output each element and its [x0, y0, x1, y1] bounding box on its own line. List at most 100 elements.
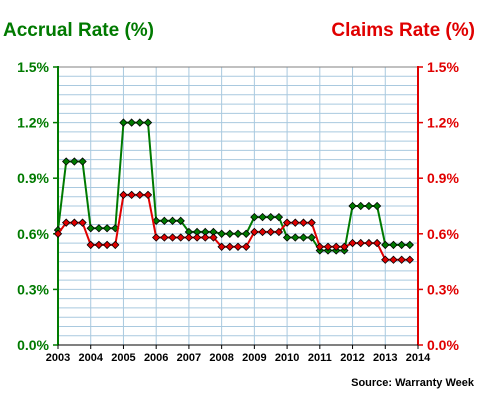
data-point: [111, 240, 120, 250]
left-tick-label: 0.6%: [17, 226, 49, 242]
data-point: [233, 229, 243, 238]
data-point: [397, 240, 406, 250]
data-point: [233, 242, 243, 251]
series-layer: [53, 118, 414, 264]
chart-axes: [53, 66, 423, 349]
data-point: [201, 233, 210, 242]
data-point: [135, 190, 144, 200]
data-point: [258, 212, 267, 222]
data-point: [86, 240, 95, 250]
data-point: [192, 233, 202, 242]
data-point: [364, 201, 374, 211]
data-point: [282, 233, 292, 242]
data-point: [250, 227, 259, 237]
data-point: [217, 229, 226, 238]
data-point: [176, 216, 185, 225]
data-point: [381, 240, 390, 250]
data-point: [94, 224, 104, 233]
data-point: [94, 240, 104, 250]
data-point: [176, 233, 185, 242]
data-point: [389, 240, 398, 250]
data-point: [225, 242, 234, 251]
right-tick-label: 0.6%: [427, 226, 459, 242]
data-point: [143, 118, 153, 127]
data-point: [258, 227, 267, 237]
right-axis-title: Claims Rate (%): [331, 20, 475, 41]
data-point: [102, 240, 112, 250]
data-point: [143, 190, 153, 200]
data-point: [266, 212, 275, 222]
data-point: [242, 242, 251, 251]
left-axis-title: Accrual Rate (%): [3, 20, 154, 41]
data-point: [274, 212, 284, 222]
x-tick-label: 2006: [144, 352, 168, 364]
data-point: [397, 255, 406, 264]
data-point: [405, 240, 414, 250]
source-note: Source: Warranty Week: [351, 377, 475, 389]
data-point: [152, 233, 161, 242]
data-point: [53, 229, 63, 238]
data-point: [348, 201, 357, 211]
data-point: [307, 218, 316, 227]
series-claims: [53, 190, 414, 264]
data-point: [348, 238, 357, 248]
data-point: [282, 218, 292, 227]
x-tick-label: 2012: [340, 352, 364, 364]
data-point: [323, 242, 333, 251]
x-tick-label: 2014: [406, 352, 431, 364]
data-point: [372, 238, 382, 248]
data-point: [274, 227, 284, 237]
data-point: [78, 218, 87, 227]
data-point: [299, 233, 308, 242]
data-point: [119, 190, 128, 200]
data-point: [62, 157, 71, 166]
x-tick-label: 2009: [242, 352, 266, 364]
data-point: [86, 224, 95, 233]
data-point: [266, 227, 275, 237]
data-point: [184, 233, 194, 242]
data-point: [299, 218, 308, 227]
data-point: [70, 218, 79, 227]
left-tick-label: 1.2%: [17, 115, 49, 131]
left-tick-label: 1.5%: [17, 59, 49, 75]
x-tick-label: 2003: [46, 352, 70, 364]
data-point: [160, 233, 169, 242]
data-point: [127, 118, 136, 127]
right-tick-label: 1.2%: [427, 115, 459, 131]
x-tick-label: 2011: [308, 352, 332, 364]
data-point: [152, 216, 161, 225]
data-point: [135, 118, 144, 127]
x-tick-label: 2008: [209, 352, 233, 364]
series-accrual: [53, 118, 414, 255]
data-point: [356, 238, 365, 248]
data-point: [127, 190, 136, 200]
data-point: [102, 224, 112, 233]
data-point: [389, 255, 398, 264]
left-tick-label: 0.3%: [17, 281, 49, 297]
data-point: [209, 233, 218, 242]
data-point: [332, 242, 341, 251]
left-tick-label: 0.9%: [17, 170, 49, 186]
tick-labels: 0.0% 0.0% 0.3% 0.3% 0.6% 0.6% 0.9% 0.9% 1.2% 1.2%…: [17, 59, 459, 364]
right-tick-label: 0.0%: [427, 337, 459, 353]
data-point: [356, 201, 365, 211]
x-tick-label: 2004: [78, 352, 103, 364]
x-tick-label: 2007: [177, 352, 201, 364]
data-point: [405, 255, 414, 264]
data-point: [340, 242, 349, 251]
data-point: [168, 233, 177, 242]
data-point: [291, 218, 300, 227]
data-point: [250, 212, 259, 222]
data-point: [372, 201, 382, 211]
data-point: [242, 229, 251, 238]
data-point: [70, 157, 79, 166]
data-point: [168, 216, 177, 225]
data-point: [225, 229, 234, 238]
right-tick-label: 0.9%: [427, 170, 459, 186]
data-point: [315, 242, 324, 251]
x-tick-label: 2010: [275, 352, 299, 364]
data-point: [78, 157, 87, 166]
data-point: [291, 233, 300, 242]
data-point: [160, 216, 169, 225]
